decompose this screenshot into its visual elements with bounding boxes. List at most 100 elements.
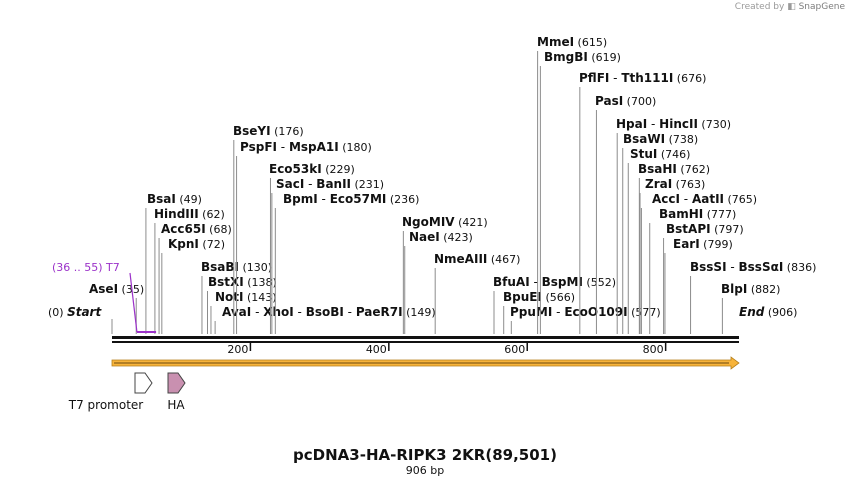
enzyme-name: BsaBI bbox=[201, 260, 239, 274]
site-position: (72) bbox=[199, 238, 225, 251]
site-ppumi: PpuMI - EcoO109I (577) bbox=[510, 305, 661, 334]
site-mmei: MmeI (615) bbox=[537, 35, 607, 334]
enzyme-name: ZraI bbox=[645, 177, 672, 191]
site-bamhi: BamHI (777) bbox=[649, 207, 736, 334]
tick-label: 600 bbox=[504, 343, 525, 356]
site-label: PflFI - Tth111I (676) bbox=[579, 71, 706, 85]
credit-brand: SnapGene bbox=[798, 2, 845, 12]
enzyme-name: BssSαI bbox=[739, 260, 784, 274]
feature-arrow bbox=[134, 372, 153, 394]
site-bstxi: BstXI (138) bbox=[207, 275, 277, 334]
end-label: End (906) bbox=[739, 305, 797, 319]
site-position: (62) bbox=[199, 208, 225, 221]
site-acc65i: Acc65I (68) bbox=[158, 222, 232, 334]
t7-label: (36 .. 55) T7 bbox=[52, 261, 120, 274]
feature-t7-promoter: T7 promoter bbox=[68, 372, 153, 412]
site-label: PasI (700) bbox=[595, 94, 656, 108]
feature-arrow bbox=[167, 372, 186, 394]
site-stui: StuI (746) bbox=[627, 147, 690, 334]
enzyme-name: AatII bbox=[692, 192, 724, 206]
site-bsawi: BsaWI (738) bbox=[622, 132, 698, 334]
site-label: BsaBI (130) bbox=[201, 260, 272, 274]
site-bsahi: BsaHI (762) bbox=[638, 162, 710, 334]
enzyme-name: NgoMIV bbox=[402, 215, 455, 229]
tick-label: 200 bbox=[227, 343, 248, 356]
enzyme-name: AseI bbox=[89, 282, 118, 296]
site-label: BpmI - Eco57MI (236) bbox=[283, 192, 419, 206]
site-label: NgoMIV (421) bbox=[402, 215, 488, 229]
site-label: Acc65I (68) bbox=[161, 222, 232, 236]
site-position: (49) bbox=[176, 193, 202, 206]
enzyme-name: PspFI bbox=[240, 140, 277, 154]
site-pspfi: PspFI - MspA1I (180) bbox=[236, 140, 372, 334]
features: T7 promoter HA bbox=[68, 372, 186, 412]
site-label: BsaHI (762) bbox=[638, 162, 710, 176]
site-acci: AccI - AatII (765) bbox=[640, 192, 757, 334]
site-label: NotI (143) bbox=[215, 290, 277, 304]
snapgene-credit: Created by ◧ SnapGene bbox=[735, 2, 845, 12]
site-saci: SacI - BanII (231) bbox=[271, 177, 384, 334]
site-position: (799) bbox=[700, 238, 733, 251]
site-position: (566) bbox=[542, 291, 575, 304]
site-label: BstXI (138) bbox=[208, 275, 277, 289]
site-label: AseI (35) bbox=[89, 282, 144, 296]
site-bpmi: BpmI - Eco57MI (236) bbox=[274, 192, 419, 334]
site-bseyi: BseYI (176) bbox=[233, 124, 304, 334]
site-bpuei: BpuEI (566) bbox=[503, 290, 575, 334]
site-position: (149) bbox=[403, 306, 436, 319]
site-label: NaeI (423) bbox=[409, 230, 473, 244]
site-hpai: HpaI - HincII (730) bbox=[616, 117, 731, 334]
name-separator: - bbox=[727, 260, 739, 274]
name-separator: - bbox=[609, 71, 621, 85]
site-label: HpaI - HincII (730) bbox=[616, 117, 731, 131]
site-position: (130) bbox=[239, 261, 272, 274]
site-position: (423) bbox=[440, 231, 473, 244]
enzyme-name: BstAPI bbox=[666, 222, 711, 236]
site-position: (35) bbox=[118, 283, 144, 296]
dna-backbone bbox=[112, 336, 739, 343]
enzyme-name: HindIII bbox=[154, 207, 199, 221]
restriction-sites: AseI (35) BsaI (49)HindIII (62)Acc65I (68… bbox=[89, 35, 816, 334]
enzyme-name: EarI bbox=[673, 237, 700, 251]
site-zrai: ZraI (763) bbox=[639, 177, 705, 334]
enzyme-name: Tth111I bbox=[621, 71, 673, 85]
enzyme-name: Eco57MI bbox=[330, 192, 387, 206]
site-label: Eco53kI (229) bbox=[269, 162, 355, 176]
name-separator: - bbox=[318, 192, 330, 206]
name-separator: - bbox=[304, 177, 316, 191]
site-label: BpuEI (566) bbox=[503, 290, 575, 304]
enzyme-name: BsaI bbox=[147, 192, 176, 206]
start-name: Start bbox=[67, 305, 102, 319]
t7-site: (36 .. 55) T7 bbox=[52, 261, 157, 333]
site-position: (746) bbox=[657, 148, 690, 161]
site-position: (176) bbox=[271, 125, 304, 138]
enzyme-name: BsaWI bbox=[623, 132, 665, 146]
site-label: BfuAI - BspMI (552) bbox=[493, 275, 616, 289]
tick-label: 800 bbox=[643, 343, 664, 356]
site-bmgbi: BmgBI (619) bbox=[539, 50, 621, 334]
site-label: AccI - AatII (765) bbox=[652, 192, 757, 206]
site-position: (229) bbox=[322, 163, 355, 176]
site-label: ZraI (763) bbox=[645, 177, 705, 191]
site-position: (700) bbox=[623, 95, 656, 108]
bottom-strand bbox=[112, 341, 739, 343]
site-position: (797) bbox=[711, 223, 744, 236]
credit-prefix: Created by bbox=[734, 2, 785, 12]
site-position: (467) bbox=[487, 253, 520, 266]
site-ngomiv: NgoMIV (421) bbox=[402, 215, 488, 334]
enzyme-name: BmgBI bbox=[544, 50, 588, 64]
site-naei: NaeI (423) bbox=[404, 230, 473, 334]
site-label: BssSI - BssSαI (836) bbox=[690, 260, 816, 274]
site-label: StuI (746) bbox=[630, 147, 690, 161]
enzyme-name: BsoBI bbox=[306, 305, 344, 319]
top-strand bbox=[112, 336, 739, 339]
site-position: (615) bbox=[574, 36, 607, 49]
sequence-ends: (0) Start End (906) bbox=[48, 305, 797, 334]
site-pasi: PasI (700) bbox=[595, 94, 656, 334]
site-position: (836) bbox=[783, 261, 816, 274]
enzyme-name: StuI bbox=[630, 147, 657, 161]
site-nmeaiii: NmeAIII (467) bbox=[434, 252, 520, 334]
site-label: PspFI - MspA1I (180) bbox=[240, 140, 372, 154]
site-position: (765) bbox=[724, 193, 757, 206]
site-position: (738) bbox=[665, 133, 698, 146]
